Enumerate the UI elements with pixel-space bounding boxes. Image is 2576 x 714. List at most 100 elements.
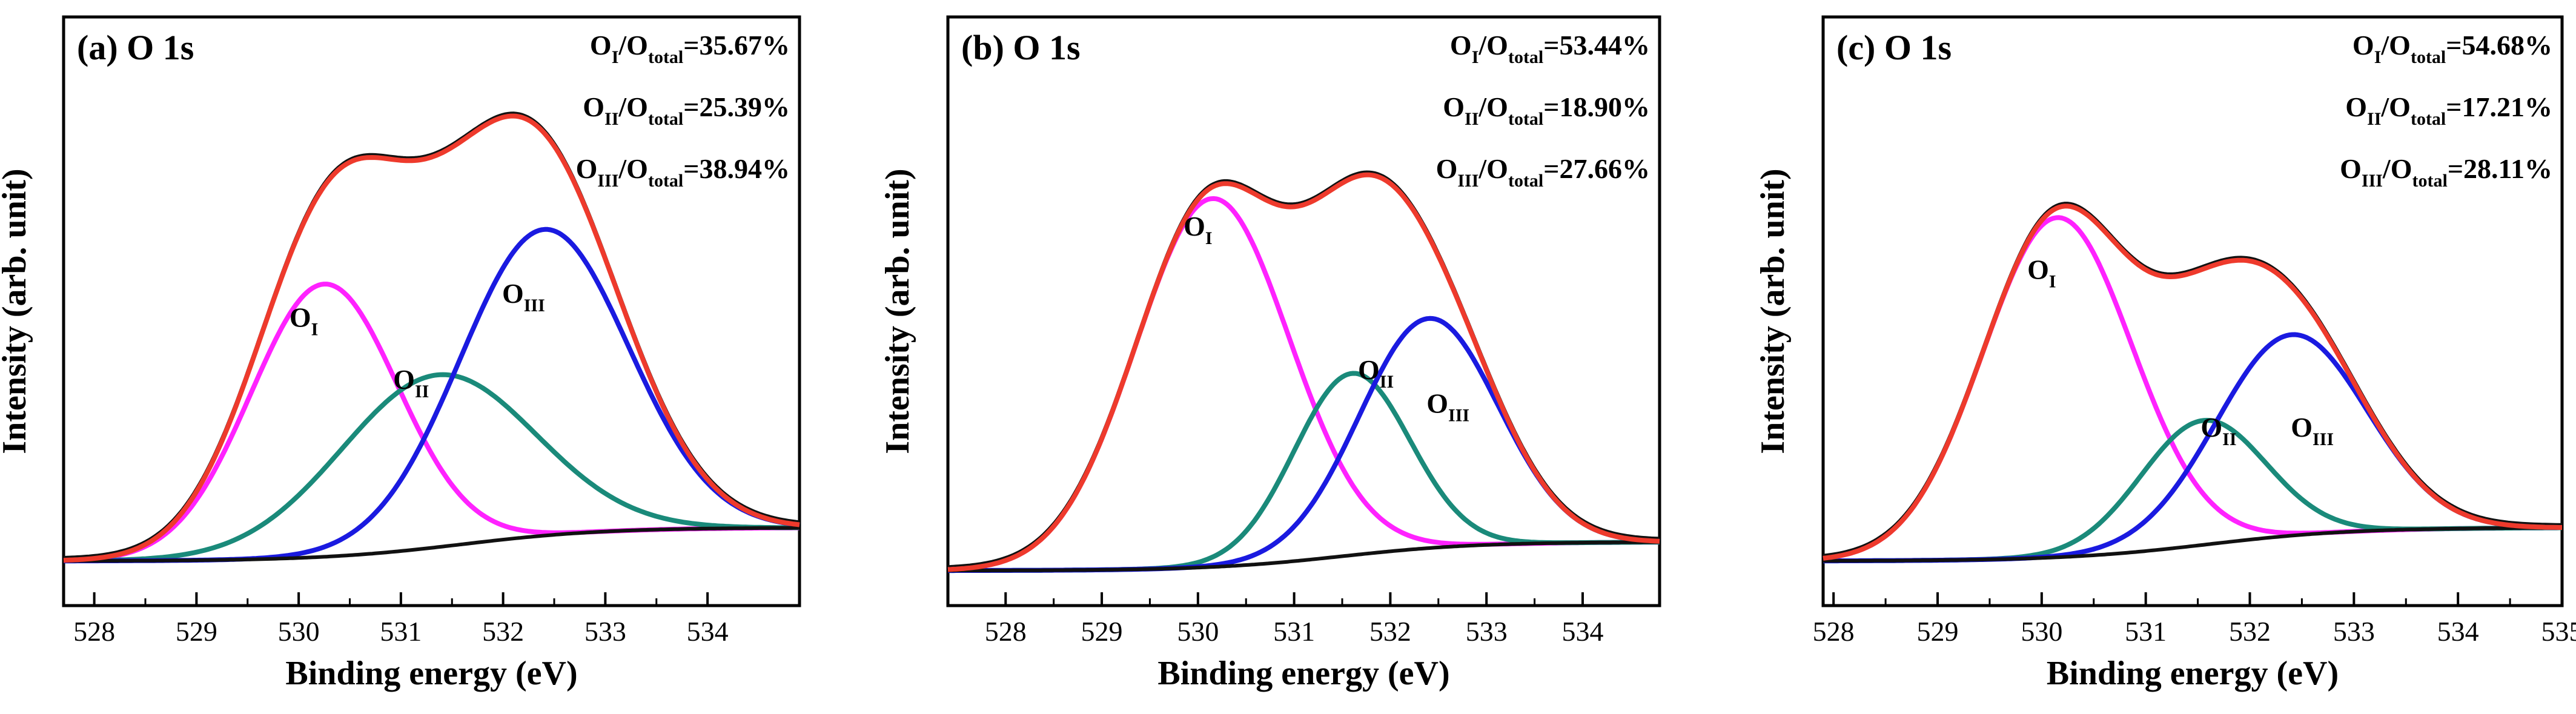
x-tick-label: 532 — [482, 616, 524, 647]
ratio-mid: /O — [618, 30, 648, 61]
x-axis-label: Binding energy (eV) — [1157, 655, 1449, 692]
ratio-sub: III — [597, 171, 618, 191]
ratio-value: =28.11% — [2448, 153, 2552, 184]
component-o-iii — [948, 316, 1660, 574]
x-tick-label: 530 — [2021, 616, 2062, 647]
panel-b: 528 529 530 531 532 533 534 Binding energy (eV)… — [879, 15, 1661, 692]
ratio-annotation: OIII/Ototal=27.66% — [1436, 153, 1650, 191]
x-tick-label: 531 — [2125, 616, 2167, 647]
x-tick-label: 534 — [1561, 616, 1603, 647]
peak-label-o-ii: OII — [2200, 412, 2236, 449]
ratio-value: =53.44% — [1543, 30, 1650, 61]
ratio-sub2: total — [648, 171, 683, 191]
ratio-mid: /O — [618, 91, 648, 122]
plot-frame — [62, 15, 801, 607]
plot-frame — [946, 15, 1661, 607]
x-tick-label: 528 — [985, 616, 1027, 647]
ratio-annotation: OII/Ototal=18.90% — [1443, 91, 1650, 129]
background-line — [1823, 526, 2562, 563]
peak-label-o-iii: OIII — [2291, 412, 2334, 449]
panel-title: (c) O 1s — [1836, 28, 1952, 67]
component-o-iii — [64, 226, 800, 564]
ratio-base: O — [2345, 91, 2367, 122]
ratio-mid: /O — [2380, 91, 2411, 122]
component-o-ii — [948, 371, 1660, 574]
x-tick-label: 532 — [2229, 616, 2271, 647]
x-tick-label: 528 — [1813, 616, 1855, 647]
raw-data-line — [1823, 202, 2563, 557]
ratio-base: O — [1450, 30, 1472, 61]
ratio-sub: II — [1465, 109, 1478, 129]
x-tick-label: 531 — [380, 616, 422, 647]
ratio-value: =18.90% — [1543, 91, 1650, 122]
x-axis-label: Binding energy (eV) — [285, 655, 577, 692]
x-tick-label: 529 — [176, 616, 217, 647]
peak-label-o-ii: OII — [393, 364, 429, 402]
peak-label-o-iii: OIII — [502, 278, 545, 316]
ratio-sub2: total — [1508, 171, 1543, 191]
ratio-base: O — [1436, 153, 1458, 184]
x-tick-label: 530 — [278, 616, 320, 647]
x-tick-label: 533 — [584, 616, 626, 647]
ratio-sub2: total — [2411, 109, 2446, 129]
ratio-annotation: OIII/Ototal=38.94% — [576, 153, 790, 191]
ratio-value: =38.94% — [683, 153, 790, 184]
ratio-base: O — [2353, 30, 2374, 61]
x-tick-label: 533 — [2333, 616, 2375, 647]
ratio-value: =25.39% — [683, 91, 790, 122]
component-o-ii — [64, 372, 800, 563]
x-tick-label: 534 — [2437, 616, 2479, 647]
ratio-mid: /O — [1478, 30, 1508, 61]
peak-label-o-i: OI — [2027, 254, 2056, 291]
ratio-sub2: total — [648, 109, 683, 129]
x-tick-label: 529 — [1917, 616, 1959, 647]
ratio-base: O — [590, 30, 612, 61]
ratio-sub2: total — [648, 47, 683, 67]
background-line — [948, 540, 1660, 573]
ratio-sub: II — [604, 109, 618, 129]
ratio-mid: /O — [2382, 153, 2412, 184]
ratio-sub2: total — [1508, 109, 1543, 129]
y-axis-label: Intensity (arb. unit) — [1754, 168, 1792, 454]
x-tick-label: 528 — [73, 616, 115, 647]
ratio-sub: III — [1457, 171, 1478, 191]
ratio-base: O — [2340, 153, 2362, 184]
x-axis-label: Binding energy (eV) — [2047, 655, 2339, 692]
ratio-base: O — [583, 91, 604, 122]
peak-label-o-i: OI — [1184, 211, 1212, 248]
component-o-ii — [1823, 418, 2562, 564]
ratio-value: =17.21% — [2446, 91, 2552, 122]
ratio-base: O — [576, 153, 598, 184]
fitted-envelope — [947, 172, 1660, 572]
ratio-value: =27.66% — [1543, 153, 1650, 184]
y-axis-label: Intensity (arb. unit) — [879, 168, 916, 454]
plot-frame — [1821, 15, 2564, 607]
fitted-envelope — [63, 113, 800, 563]
background-line — [64, 526, 800, 563]
ratio-value: =35.67% — [683, 30, 790, 61]
panel-title: (a) O 1s — [77, 28, 194, 67]
ratio-sub: I — [2374, 47, 2382, 67]
panel-c: 528 529 530 531 532 533 534 535 Binding energy (… — [1754, 15, 2576, 692]
ratio-annotation: OII/Ototal=25.39% — [583, 91, 790, 129]
ratio-annotation: OII/Ototal=17.21% — [2345, 91, 2552, 129]
x-tick-label: 531 — [1273, 616, 1315, 647]
ratio-sub2: total — [2412, 171, 2447, 191]
ratio-base: O — [1443, 91, 1465, 122]
ratio-annotation: OI/Ototal=53.44% — [1450, 30, 1650, 67]
ratio-sub2: total — [1508, 47, 1543, 67]
ratio-value: =54.68% — [2446, 30, 2552, 61]
ratio-mid: /O — [618, 153, 648, 184]
fitted-envelope — [1823, 203, 2562, 561]
x-tick-label: 533 — [1466, 616, 1508, 647]
ratio-sub: I — [1472, 47, 1479, 67]
ratio-sub: II — [2367, 109, 2381, 129]
x-tick-label: 532 — [1369, 616, 1411, 647]
ratio-annotation: OI/Ototal=35.67% — [590, 30, 790, 67]
ratio-sub2: total — [2411, 47, 2446, 67]
ratio-sub: I — [612, 47, 619, 67]
panel-title: (b) O 1s — [961, 28, 1081, 67]
x-tick-label: 534 — [687, 616, 729, 647]
ratio-mid: /O — [2380, 30, 2411, 61]
